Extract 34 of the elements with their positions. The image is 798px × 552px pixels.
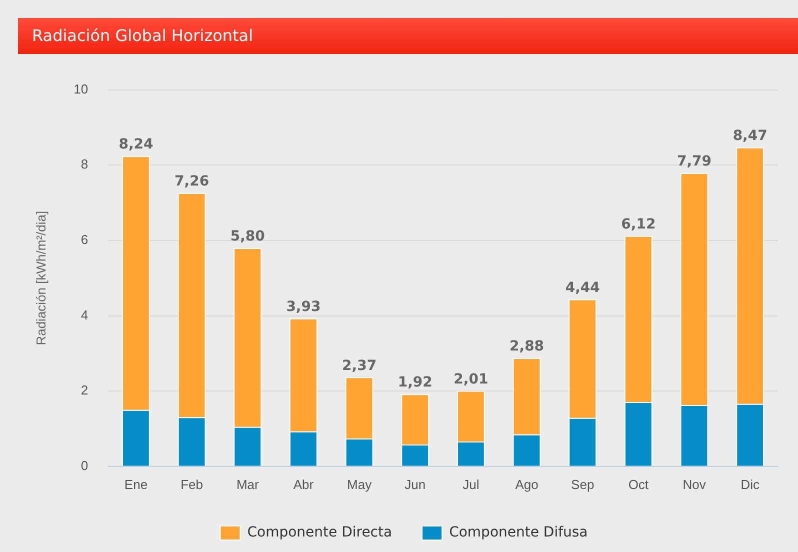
legend-label: Componente Difusa — [449, 524, 588, 541]
total-label: 2,37 — [342, 358, 377, 374]
x-tick-label: Ago — [515, 476, 538, 492]
y-tick-label: 10 — [74, 81, 88, 96]
x-tick-label: May — [347, 476, 372, 492]
total-label: 7,26 — [174, 174, 210, 190]
y-tick-label: 8 — [80, 156, 88, 172]
x-tick-label: Abr — [293, 476, 314, 492]
total-label: 5,80 — [230, 228, 266, 245]
total-label: 8,47 — [732, 128, 768, 144]
x-tick-label: Oct — [628, 476, 649, 492]
y-axis-title: Radiación [kWh/m²/dia] — [33, 210, 48, 346]
x-tick-label: Feb — [180, 476, 204, 492]
total-label: 8,24 — [118, 136, 154, 153]
x-tick-label: Ene — [124, 476, 148, 492]
total-label: 2,01 — [454, 371, 488, 388]
chart-title: Radiación Global Horizontal — [18, 18, 798, 54]
y-tick-label: 6 — [80, 232, 88, 248]
x-tick-label: Sep — [571, 476, 594, 492]
total-label: 3,93 — [286, 299, 321, 316]
total-label: 2,88 — [510, 338, 544, 355]
x-tick-label: Dic — [740, 476, 760, 492]
y-tick-label: 4 — [80, 307, 88, 322]
x-tick-label: Nov — [682, 476, 706, 492]
total-label: 6,12 — [621, 216, 656, 233]
x-tick-label: Mar — [236, 476, 260, 492]
x-tick-label: Jun — [404, 476, 426, 492]
total-label: 7,79 — [676, 154, 712, 170]
total-label: 4,44 — [565, 280, 600, 296]
total-label: 1,92 — [398, 374, 432, 391]
y-tick-label: 0 — [80, 458, 88, 473]
x-tick-label: Jul — [462, 476, 480, 492]
y-tick-label: 2 — [80, 382, 88, 398]
legend-label: Componente Directa — [247, 524, 392, 541]
